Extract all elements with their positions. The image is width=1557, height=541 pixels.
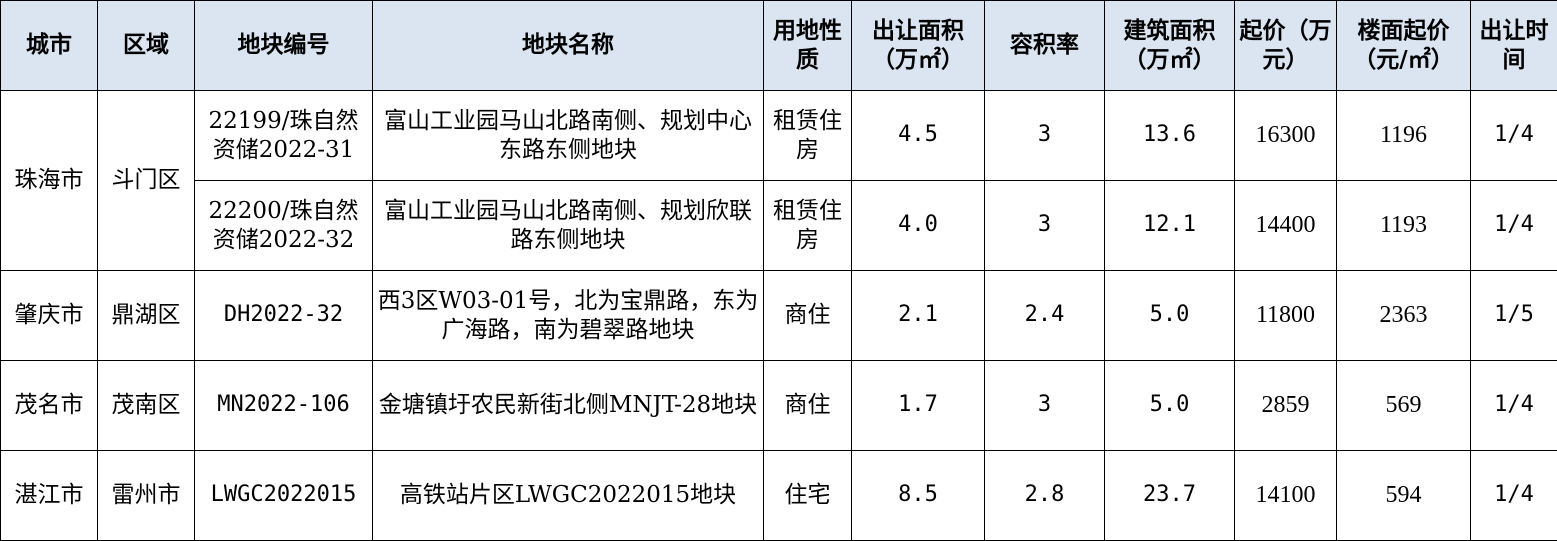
cell-date: 1/4 <box>1470 90 1557 181</box>
table-row: 茂名市 茂南区 MN2022-106 金塘镇圩农民新街北侧MNJT-28地块 商… <box>0 360 1557 451</box>
cell-plot-ratio: 3 <box>984 180 1105 271</box>
cell-plot-no: 22199/珠自然资储2022-31 <box>194 90 373 181</box>
cell-area: 4.0 <box>851 180 985 271</box>
cell-land-use: 租赁住房 <box>763 90 852 181</box>
cell-date: 1/5 <box>1470 270 1557 361</box>
header-city: 城市 <box>0 0 98 91</box>
cell-land-use: 商住 <box>763 270 852 361</box>
cell-building-area: 12.1 <box>1104 180 1235 271</box>
cell-city: 湛江市 <box>0 450 98 541</box>
cell-plot-name: 高铁站片区LWGC2022015地块 <box>372 450 764 541</box>
header-start-price: 起价（万元） <box>1234 0 1337 91</box>
cell-district: 雷州市 <box>97 450 195 541</box>
header-plot-no: 地块编号 <box>194 0 373 91</box>
cell-district: 斗门区 <box>97 90 195 271</box>
cell-plot-no: LWGC2022015 <box>194 450 373 541</box>
table-row: 肇庆市 鼎湖区 DH2022-32 西3区W03-01号，北为宝鼎路，东为广海路… <box>0 270 1557 361</box>
cell-date: 1/4 <box>1470 450 1557 541</box>
cell-area: 2.1 <box>851 270 985 361</box>
cell-floor-price: 1193 <box>1336 180 1471 271</box>
cell-plot-ratio: 3 <box>984 360 1105 451</box>
header-land-use: 用地性质 <box>763 0 852 91</box>
table-row: 湛江市 雷州市 LWGC2022015 高铁站片区LWGC2022015地块 住… <box>0 450 1557 541</box>
cell-plot-no: DH2022-32 <box>194 270 373 361</box>
cell-district: 茂南区 <box>97 360 195 451</box>
cell-start-price: 2859 <box>1234 360 1337 451</box>
header-row: 城市 区域 地块编号 地块名称 用地性质 出让面积（万㎡） 容积率 建筑面积（万… <box>0 0 1557 91</box>
cell-building-area: 13.6 <box>1104 90 1235 181</box>
cell-floor-price: 2363 <box>1336 270 1471 361</box>
cell-building-area: 5.0 <box>1104 270 1235 361</box>
cell-plot-name: 西3区W03-01号，北为宝鼎路，东为广海路，南为碧翠路地块 <box>372 270 764 361</box>
header-date: 出让时间 <box>1470 0 1557 91</box>
cell-building-area: 5.0 <box>1104 360 1235 451</box>
cell-city: 肇庆市 <box>0 270 98 361</box>
cell-start-price: 14400 <box>1234 180 1337 271</box>
cell-plot-ratio: 2.8 <box>984 450 1105 541</box>
cell-plot-no: 22200/珠自然资储2022-32 <box>194 180 373 271</box>
cell-floor-price: 569 <box>1336 360 1471 451</box>
header-district: 区域 <box>97 0 195 91</box>
cell-land-use: 租赁住房 <box>763 180 852 271</box>
table-row: 22200/珠自然资储2022-32 富山工业园马山北路南侧、规划欣联路东侧地块… <box>1 180 1557 271</box>
cell-area: 8.5 <box>851 450 985 541</box>
header-plot-ratio: 容积率 <box>984 0 1105 91</box>
cell-plot-name: 富山工业园马山北路南侧、规划欣联路东侧地块 <box>372 180 764 271</box>
cell-floor-price: 594 <box>1336 450 1471 541</box>
cell-start-price: 11800 <box>1234 270 1337 361</box>
cell-land-use: 住宅 <box>763 450 852 541</box>
cell-area: 4.5 <box>851 90 985 181</box>
cell-plot-name: 富山工业园马山北路南侧、规划中心东路东侧地块 <box>372 90 764 181</box>
cell-city: 茂名市 <box>0 360 98 451</box>
header-floor-price: 楼面起价（元/㎡） <box>1336 0 1471 91</box>
cell-district: 鼎湖区 <box>97 270 195 361</box>
header-plot-name: 地块名称 <box>372 0 764 91</box>
cell-date: 1/4 <box>1470 360 1557 451</box>
header-area: 出让面积（万㎡） <box>851 0 985 91</box>
cell-plot-ratio: 3 <box>984 90 1105 181</box>
cell-start-price: 14100 <box>1234 450 1337 541</box>
cell-floor-price: 1196 <box>1336 90 1471 181</box>
table-row: 珠海市 斗门区 22199/珠自然资储2022-31 富山工业园马山北路南侧、规… <box>0 90 1557 271</box>
cell-start-price: 16300 <box>1234 90 1337 181</box>
cell-building-area: 23.7 <box>1104 450 1235 541</box>
cell-land-use: 商住 <box>763 360 852 451</box>
cell-plot-name: 金塘镇圩农民新街北侧MNJT-28地块 <box>372 360 764 451</box>
cell-area: 1.7 <box>851 360 985 451</box>
cell-city: 珠海市 <box>0 90 98 271</box>
cell-date: 1/4 <box>1470 180 1557 271</box>
cell-plot-ratio: 2.4 <box>984 270 1105 361</box>
header-building-area: 建筑面积（万㎡） <box>1104 0 1235 91</box>
cell-plot-no: MN2022-106 <box>194 360 373 451</box>
